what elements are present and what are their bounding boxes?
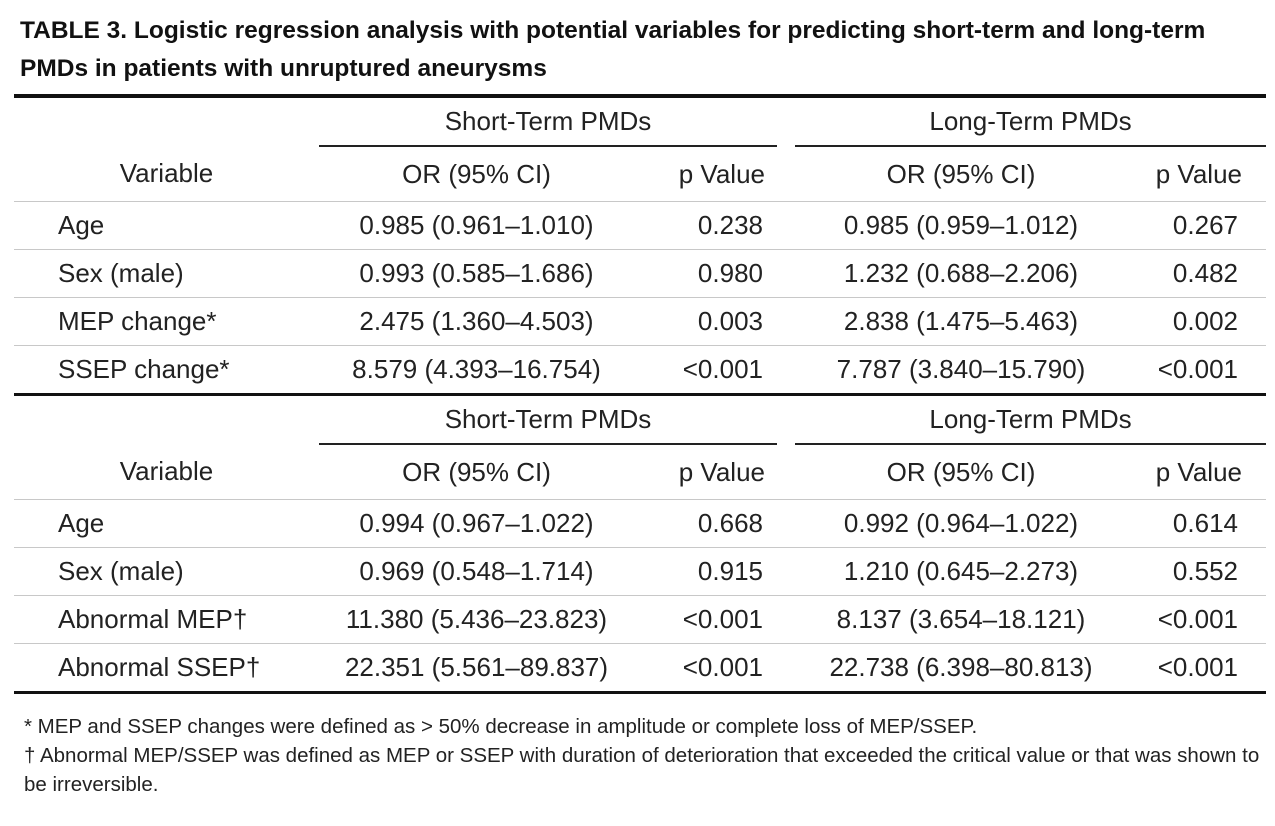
- row-long-or: 0.985 (0.959–1.012): [795, 201, 1127, 250]
- row-variable: Age: [14, 201, 319, 250]
- column-header-variable: Variable: [119, 456, 214, 486]
- row-short-p: 0.238: [634, 201, 777, 250]
- row-long-p: <0.001: [1127, 345, 1266, 395]
- column-header-short-p: p Value: [678, 158, 765, 189]
- table-title: TABLE 3. Logistic regression analysis wi…: [20, 17, 1206, 82]
- row-short-p: <0.001: [634, 595, 777, 644]
- row-short-or: 22.351 (5.561–89.837): [319, 643, 634, 693]
- row-long-p: 0.267: [1127, 201, 1266, 250]
- row-long-or: 7.787 (3.840–15.790): [795, 345, 1127, 395]
- row-short-p: 0.003: [634, 297, 777, 346]
- table-row: Age 0.985 (0.961–1.010) 0.238 0.985 (0.9…: [14, 201, 1266, 250]
- row-long-p: 0.002: [1127, 297, 1266, 346]
- column-header-long-or: OR (95% CI): [886, 456, 1036, 487]
- row-short-or: 2.475 (1.360–4.503): [319, 297, 634, 346]
- column-header-short-or: OR (95% CI): [402, 456, 551, 487]
- group-header-row: Short-Term PMDs Long-Term PMDs: [14, 396, 1266, 445]
- column-header-variable: Variable: [119, 158, 214, 188]
- row-long-or: 1.210 (0.645–2.273): [795, 547, 1127, 596]
- row-short-or: 0.969 (0.548–1.714): [319, 547, 634, 596]
- row-variable: MEP change*: [14, 297, 319, 346]
- row-short-or: 11.380 (5.436–23.823): [319, 595, 634, 644]
- row-variable: Sex (male): [14, 249, 319, 298]
- row-long-p: 0.614: [1127, 499, 1266, 548]
- table-row: Sex (male) 0.969 (0.548–1.714) 0.915 1.2…: [14, 547, 1266, 596]
- column-header-long-p: p Value: [1155, 456, 1242, 487]
- table-row: Abnormal SSEP† 22.351 (5.561–89.837) <0.…: [14, 643, 1266, 693]
- row-short-or: 8.579 (4.393–16.754): [319, 345, 634, 395]
- row-variable: Abnormal MEP†: [14, 595, 319, 644]
- row-short-p: 0.980: [634, 249, 777, 298]
- row-long-p: 0.482: [1127, 249, 1266, 298]
- row-long-or: 0.992 (0.964–1.022): [795, 499, 1127, 548]
- row-short-p: 0.915: [634, 547, 777, 596]
- row-variable: Age: [14, 499, 319, 548]
- row-long-p: <0.001: [1127, 595, 1266, 644]
- group-header-long-term: Long-Term PMDs: [795, 98, 1266, 147]
- row-long-or: 2.838 (1.475–5.463): [795, 297, 1127, 346]
- group-header-long-term: Long-Term PMDs: [795, 396, 1266, 445]
- table-row: Age 0.994 (0.967–1.022) 0.668 0.992 (0.9…: [14, 499, 1266, 548]
- column-header-long-or: OR (95% CI): [886, 158, 1036, 189]
- row-short-p: <0.001: [634, 643, 777, 693]
- table-row: SSEP change* 8.579 (4.393–16.754) <0.001…: [14, 345, 1266, 395]
- row-short-or: 0.985 (0.961–1.010): [319, 201, 634, 250]
- row-long-p: <0.001: [1127, 643, 1266, 693]
- column-header-row: Variable OR (95% CI) p Value OR (95% CI)…: [14, 146, 1266, 202]
- column-header-short-p: p Value: [678, 456, 765, 487]
- row-variable: SSEP change*: [14, 345, 319, 395]
- row-short-or: 0.993 (0.585–1.686): [319, 249, 634, 298]
- column-header-row: Variable OR (95% CI) p Value OR (95% CI)…: [14, 444, 1266, 500]
- footnote-dagger: † Abnormal MEP/SSEP was defined as MEP o…: [24, 744, 1260, 796]
- row-long-p: 0.552: [1127, 547, 1266, 596]
- row-short-or: 0.994 (0.967–1.022): [319, 499, 634, 548]
- column-header-long-p: p Value: [1155, 158, 1242, 189]
- row-short-p: 0.668: [634, 499, 777, 548]
- group-header-short-term: Short-Term PMDs: [319, 98, 777, 147]
- footnote-asterisk: * MEP and SSEP changes were defined as >…: [24, 715, 978, 738]
- table-row: Abnormal MEP† 11.380 (5.436–23.823) <0.0…: [14, 595, 1266, 644]
- group-header-short-term: Short-Term PMDs: [319, 396, 777, 445]
- column-header-short-or: OR (95% CI): [402, 158, 551, 189]
- row-long-or: 8.137 (3.654–18.121): [795, 595, 1127, 644]
- row-long-or: 1.232 (0.688–2.206): [795, 249, 1127, 298]
- table-row: MEP change* 2.475 (1.360–4.503) 0.003 2.…: [14, 297, 1266, 346]
- group-header-row: Short-Term PMDs Long-Term PMDs: [14, 98, 1266, 147]
- table-row: Sex (male) 0.993 (0.585–1.686) 0.980 1.2…: [14, 249, 1266, 298]
- row-long-or: 22.738 (6.398–80.813): [795, 643, 1127, 693]
- row-variable: Abnormal SSEP†: [14, 643, 319, 693]
- regression-table: Short-Term PMDs Long-Term PMDs Variable …: [14, 94, 1266, 695]
- table-footnotes: * MEP and SSEP changes were defined as >…: [24, 712, 1264, 799]
- row-variable: Sex (male): [14, 547, 319, 596]
- row-short-p: <0.001: [634, 345, 777, 395]
